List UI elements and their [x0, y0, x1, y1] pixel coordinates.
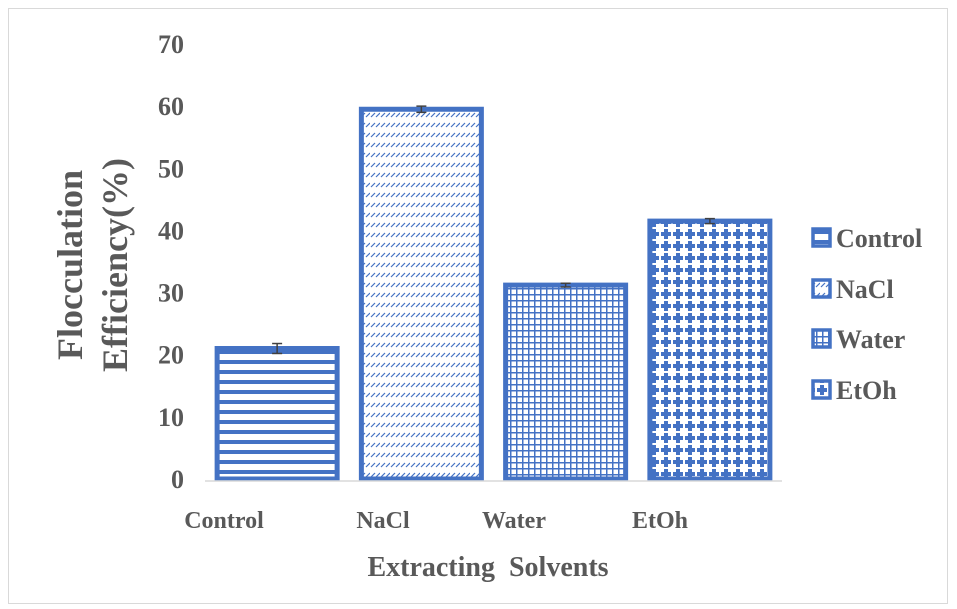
y-tick-label: 30	[158, 279, 184, 308]
legend-label: Control	[836, 224, 922, 253]
bar-etoh	[647, 218, 773, 482]
error-bar-etoh	[704, 217, 715, 225]
legend-entry-etoh: EtOh	[811, 376, 897, 405]
legend: Control NaCl Water EtOh	[811, 224, 922, 405]
x-tick-label: EtOh	[632, 508, 688, 534]
y-tick-label: 0	[171, 465, 184, 494]
legend-swatch	[811, 379, 832, 400]
y-tick-label: 20	[158, 341, 184, 370]
y-tick-label: 10	[158, 403, 184, 432]
legend-entry-water: Water	[811, 325, 905, 354]
x-tick-label: Water	[482, 508, 546, 534]
bar-nacl	[358, 106, 484, 482]
bar-control	[214, 346, 340, 482]
legend-swatch	[811, 328, 832, 349]
legend-label: EtOh	[836, 376, 897, 405]
y-tick-label: 60	[158, 92, 184, 121]
y-tick-label: 70	[158, 30, 184, 59]
legend-swatch	[811, 278, 832, 299]
x-tick-label: NaCl	[356, 508, 410, 534]
x-tick-label: Control	[184, 508, 264, 534]
error-bar-control	[272, 342, 283, 355]
y-tick-label: 40	[158, 216, 184, 245]
y-axis-title-line-2: Efficiency(%)	[95, 158, 135, 372]
legend-swatch	[811, 227, 832, 248]
x-axis: Control NaCl Water EtOh	[184, 480, 782, 534]
y-axis: 0 10 20 30 40 50 60 70	[158, 30, 184, 494]
legend-entry-nacl: NaCl	[811, 275, 894, 304]
y-axis-title-line-1: Flocculation	[50, 170, 90, 360]
bars	[214, 105, 773, 482]
legend-entry-control: Control	[811, 224, 922, 253]
legend-label: NaCl	[836, 275, 894, 304]
bar-water	[503, 282, 629, 482]
error-bar-water	[560, 282, 571, 288]
y-tick-label: 50	[158, 154, 184, 183]
error-bar-nacl	[416, 105, 427, 114]
legend-label: Water	[836, 325, 905, 354]
x-axis-title: Extracting Solvents	[367, 552, 608, 583]
